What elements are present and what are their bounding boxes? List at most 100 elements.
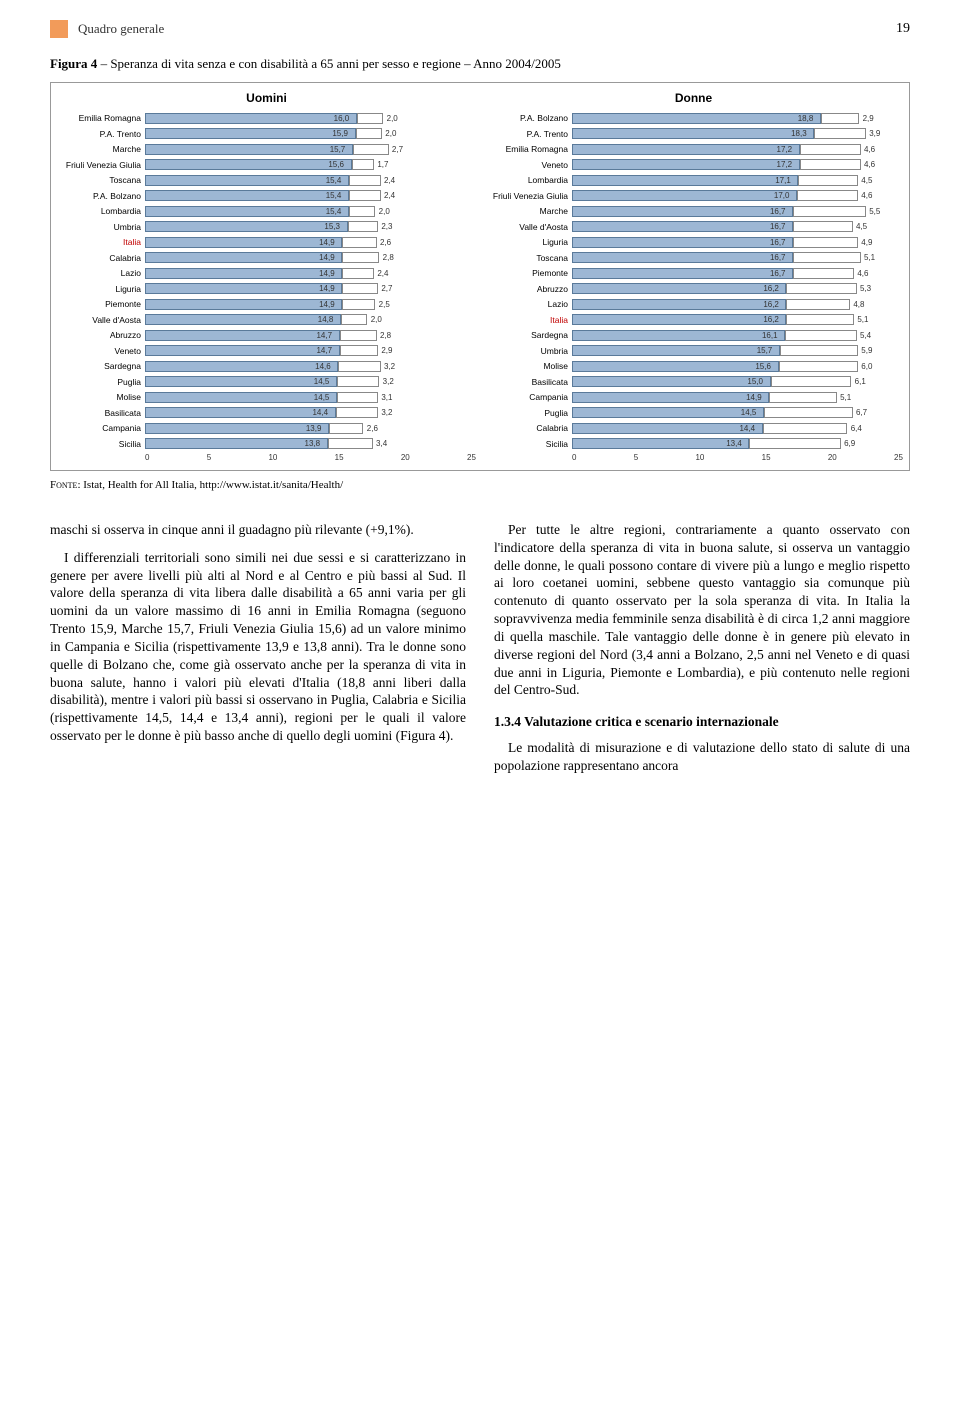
- bar-track: 16,74,6: [572, 268, 903, 279]
- value-a: 16,7: [770, 221, 786, 232]
- bar-without: [572, 190, 797, 201]
- region-label: Molise: [57, 392, 145, 402]
- region-label: Lazio: [57, 268, 145, 278]
- bar-track: 15,75,9: [572, 345, 903, 356]
- bar-with: [793, 206, 866, 217]
- bar-track: 17,04,6: [572, 190, 903, 201]
- value-b: 5,5: [869, 206, 880, 217]
- bar-without: [145, 423, 329, 434]
- value-a: 13,4: [726, 438, 742, 449]
- value-b: 2,9: [863, 113, 874, 124]
- region-label: Sardegna: [484, 330, 572, 340]
- value-a: 14,5: [314, 376, 330, 387]
- region-label: Marche: [484, 206, 572, 216]
- bar-track: 14,72,9: [145, 345, 476, 356]
- bar-without: [572, 283, 786, 294]
- bar-track: 14,53,1: [145, 392, 476, 403]
- bar-with: [336, 407, 378, 418]
- bar-with: [342, 237, 376, 248]
- bar-track: 14,43,2: [145, 407, 476, 418]
- para-2: I differenziali territoriali sono simili…: [50, 549, 466, 745]
- bar-with: [785, 330, 856, 341]
- bar-without: [145, 144, 353, 155]
- value-b: 5,1: [864, 252, 875, 263]
- value-b: 2,4: [384, 190, 395, 201]
- value-a: 15,6: [755, 361, 771, 372]
- bar-with: [349, 206, 375, 217]
- bar-row: Basilicata15,06,1: [484, 375, 903, 390]
- bar-row: Calabria14,92,8: [57, 251, 476, 266]
- value-b: 2,8: [383, 252, 394, 263]
- region-label: Lombardia: [484, 175, 572, 185]
- region-label: Lombardia: [57, 206, 145, 216]
- chart-panel: UominiEmilia Romagna16,02,0P.A. Trento15…: [57, 91, 476, 462]
- bar-row: Campania14,95,1: [484, 390, 903, 405]
- value-a: 16,0: [334, 113, 350, 124]
- bar-row: Piemonte14,92,5: [57, 297, 476, 312]
- value-b: 2,7: [392, 144, 403, 155]
- value-a: 14,7: [316, 330, 332, 341]
- bar-with: [800, 159, 861, 170]
- para-1: maschi si osserva in cinque anni il guad…: [50, 521, 466, 539]
- region-label: Lazio: [484, 299, 572, 309]
- value-b: 5,3: [860, 283, 871, 294]
- bar-with: [353, 144, 389, 155]
- bar-track: 18,82,9: [572, 113, 903, 124]
- value-a: 16,7: [770, 252, 786, 263]
- region-label: P.A. Bolzano: [484, 113, 572, 123]
- bar-without: [572, 144, 800, 155]
- bar-track: 14,92,7: [145, 283, 476, 294]
- bar-track: 13,83,4: [145, 438, 476, 449]
- value-a: 17,2: [777, 159, 793, 170]
- bar-track: 14,92,6: [145, 237, 476, 248]
- region-label: Valle d'Aosta: [484, 222, 572, 232]
- bar-track: 14,92,4: [145, 268, 476, 279]
- bar-track: 14,4 6,4: [572, 423, 903, 434]
- bar-track: 16,25,1: [572, 314, 903, 325]
- bar-track: 16,74,9: [572, 237, 903, 248]
- bar-without: [145, 283, 342, 294]
- value-b: 5,4: [860, 330, 871, 341]
- bar-with: [329, 423, 363, 434]
- bar-track: 15,42,0: [145, 206, 476, 217]
- bar-with: [786, 283, 856, 294]
- bar-track: 15,32,3: [145, 221, 476, 232]
- bar-with: [356, 128, 382, 139]
- axis-tick: 25: [467, 453, 476, 462]
- region-label: Toscana: [57, 175, 145, 185]
- value-a: 15,3: [324, 221, 340, 232]
- bar-row: Veneto14,72,9: [57, 344, 476, 359]
- bar-without: [145, 330, 340, 341]
- section-title: Quadro generale: [78, 21, 164, 37]
- region-label: Calabria: [484, 423, 572, 433]
- value-a: 15,4: [326, 175, 342, 186]
- bar-without: [145, 252, 342, 263]
- bar-with: [793, 221, 853, 232]
- bar-without: [572, 268, 793, 279]
- value-a: 14,5: [314, 392, 330, 403]
- bar-track: 15,61,7: [145, 159, 476, 170]
- bar-with: [814, 128, 866, 139]
- value-a: 15,7: [757, 345, 773, 356]
- page-number: 19: [896, 21, 910, 37]
- bar-with: [337, 376, 379, 387]
- value-a: 14,8: [318, 314, 334, 325]
- bar-row: Sardegna16,15,4: [484, 328, 903, 343]
- bar-row: Campania13,92,6: [57, 421, 476, 436]
- value-b: 5,1: [840, 392, 851, 403]
- bar-track: 13,92,6: [145, 423, 476, 434]
- bar-row: Liguria16,74,9: [484, 235, 903, 250]
- bar-with: [764, 407, 853, 418]
- bar-without: [145, 345, 340, 356]
- bar-track: 16,7 5,1: [572, 252, 903, 263]
- value-b: 6,4: [851, 423, 862, 434]
- region-label: Abruzzo: [484, 284, 572, 294]
- bar-without: [572, 376, 771, 387]
- bar-row: Italia16,25,1: [484, 313, 903, 328]
- axis-tick: 15: [335, 453, 344, 462]
- bar-with: [800, 144, 861, 155]
- region-label: Emilia Romagna: [484, 144, 572, 154]
- bar-with: [793, 252, 861, 263]
- value-a: 14,4: [739, 423, 755, 434]
- value-b: 6,7: [856, 407, 867, 418]
